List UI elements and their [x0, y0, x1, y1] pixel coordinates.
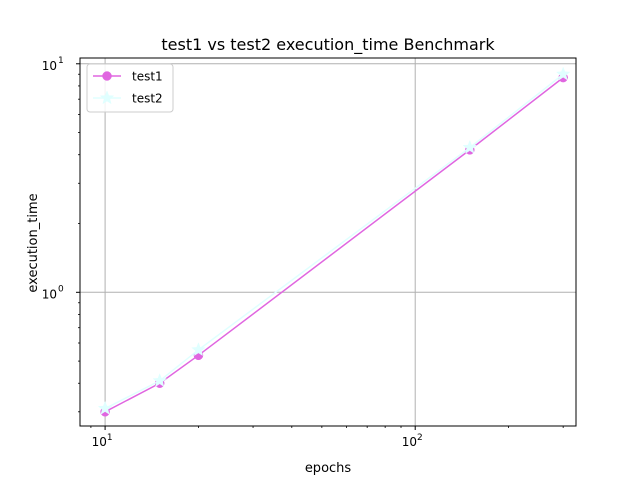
y-tick-label: 10 — [42, 59, 57, 73]
y-tick-exponent: 1 — [58, 56, 64, 66]
x-tick-exponent: 2 — [417, 433, 423, 443]
chart-title: test1 vs test2 execution_time Benchmark — [161, 35, 495, 55]
data-point-test2 — [97, 400, 113, 415]
legend-marker-test1 — [102, 71, 112, 81]
x-tick-exponent: 1 — [107, 433, 113, 443]
data-point-test2 — [191, 342, 206, 357]
data-point-test2 — [152, 373, 168, 388]
legend-label-test2: test2 — [132, 92, 163, 106]
legend: test1 test2 — [86, 63, 174, 113]
data-point-test2 — [555, 66, 571, 81]
x-axis-label: epochs — [305, 461, 352, 476]
legend-label-test1: test1 — [132, 70, 163, 84]
y-tick-exponent: 0 — [58, 284, 64, 294]
series-layer — [97, 66, 571, 417]
plot-frame — [79, 57, 577, 427]
y-axis-label: execution_time — [26, 193, 41, 292]
series-test2 — [97, 66, 571, 415]
data-point-test2 — [462, 139, 478, 154]
y-tick-label: 10 — [42, 287, 57, 301]
legend-marker-test2 — [99, 90, 115, 105]
